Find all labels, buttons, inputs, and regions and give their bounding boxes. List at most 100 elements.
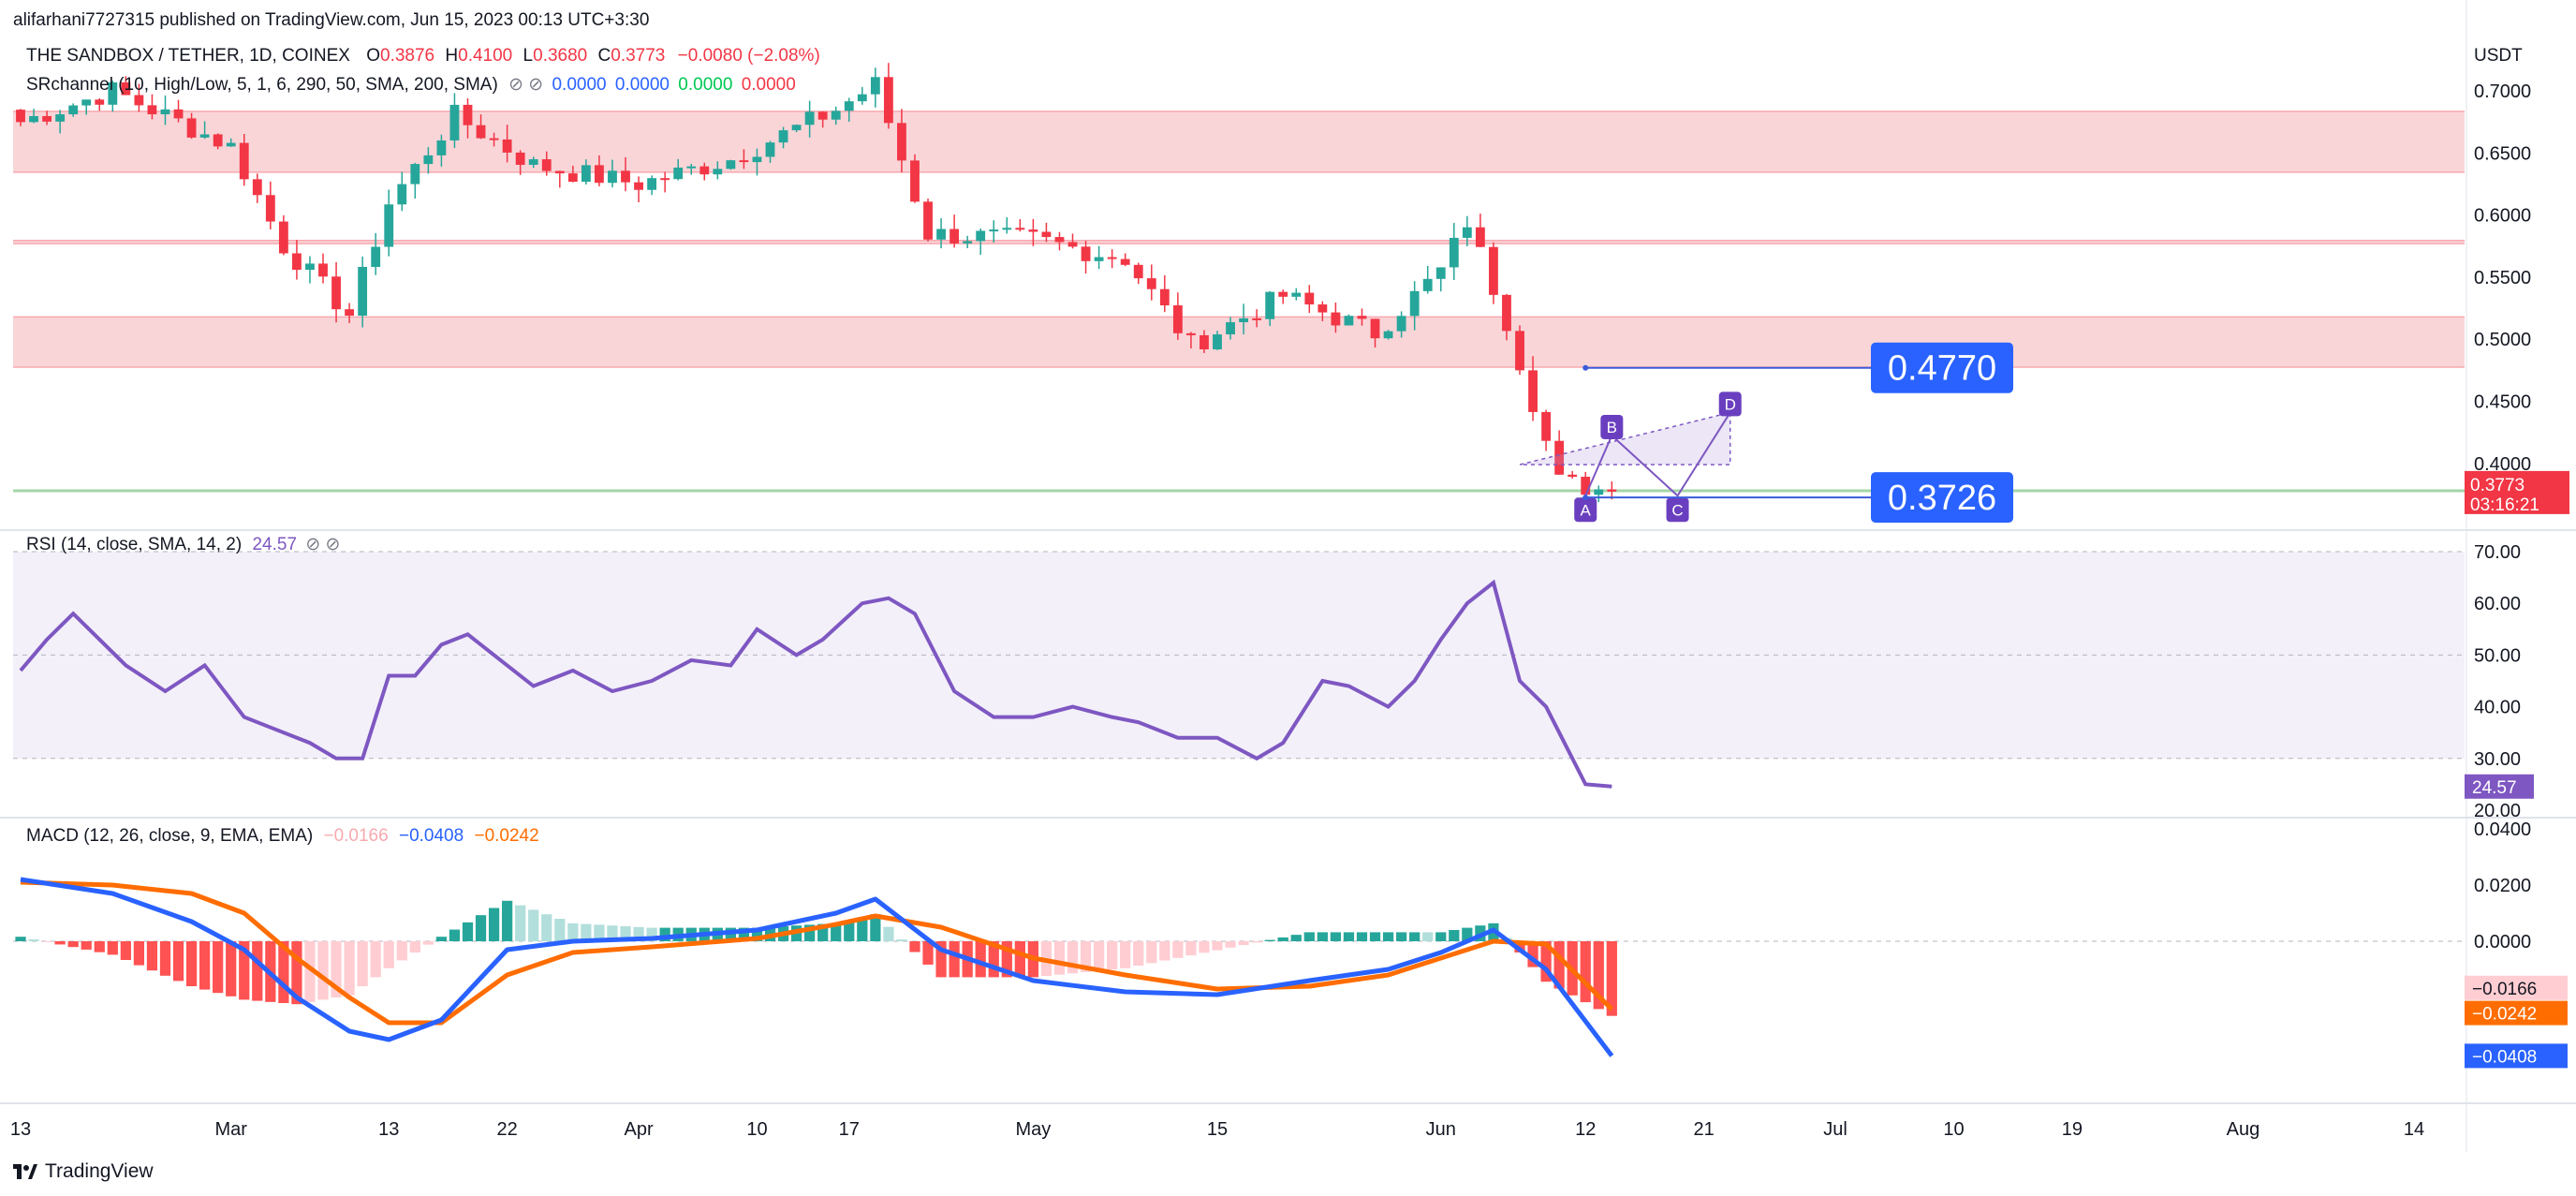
candle [1291, 292, 1302, 297]
candle [857, 94, 867, 102]
candle [1094, 257, 1104, 261]
candle [1028, 229, 1038, 232]
symbol-legend[interactable]: THE SANDBOX / TETHER, 1D, COINEX O0.3876… [26, 46, 820, 66]
time-tick-label: Jun [1426, 1119, 1456, 1140]
macd-histogram-bar [304, 941, 316, 1002]
macd-histogram-bar [1001, 941, 1012, 978]
macd-histogram-bar [620, 926, 631, 941]
macd-histogram-bar [159, 941, 171, 976]
resistance-zone [13, 240, 2465, 244]
last-price-badge [2465, 470, 2569, 514]
candle [765, 142, 775, 157]
rsi-value-badge [2465, 774, 2534, 799]
rsi-value: 24.57 [252, 535, 298, 554]
srchannel-value-2: 0.0000 [614, 75, 670, 95]
candle [502, 139, 512, 153]
hidden-icon[interactable]: ⊘ ⊘ [305, 535, 341, 554]
macd-histogram-bar [120, 941, 131, 960]
macd-histogram-bar [1290, 935, 1302, 941]
candle [463, 104, 473, 126]
candle [345, 309, 355, 317]
time-tick-label: 13 [10, 1119, 31, 1140]
candle [449, 104, 460, 140]
time-tick-label: 13 [378, 1119, 399, 1140]
hidden-icon[interactable]: ⊘ [528, 75, 544, 95]
candle [595, 165, 604, 184]
macd-histogram-bar [449, 929, 461, 941]
resistance-zone [13, 111, 2465, 172]
srchannel-value-3: 0.0000 [678, 75, 733, 95]
macd-histogram-bar [1553, 941, 1565, 989]
candle [1278, 291, 1288, 297]
rsi-legend[interactable]: RSI (14, close, SMA, 14, 2) 24.57 ⊘ ⊘ [26, 534, 340, 555]
time-tick-label: 17 [839, 1119, 860, 1140]
macd-value: −0.0408 [398, 826, 464, 846]
candle [1594, 489, 1604, 495]
candle [567, 173, 578, 183]
macd-histogram-bar [1462, 927, 1473, 941]
candle [870, 77, 880, 95]
macd-histogram-bar [949, 941, 960, 978]
candle [1515, 331, 1524, 371]
candle [1107, 257, 1117, 259]
candle [897, 123, 906, 161]
pattern-triangle [1519, 411, 1731, 465]
macd-histogram-bar [15, 937, 26, 941]
candle [1475, 227, 1485, 247]
candle [292, 253, 302, 271]
srchannel-legend[interactable]: SRchannel (10, High/Low, 5, 1, 6, 290, 5… [26, 74, 796, 96]
candle [1435, 267, 1446, 279]
pattern-path [1584, 411, 1731, 497]
macd-hist-value: −0.0166 [323, 826, 389, 846]
macd-histogram-bar [1277, 937, 1288, 941]
macd-histogram-bar [226, 941, 237, 997]
candle [883, 77, 893, 124]
candle [713, 169, 723, 175]
macd-histogram-bar [383, 941, 394, 968]
macd-histogram-bar [751, 927, 763, 941]
hidden-icon[interactable]: ⊘ [508, 75, 523, 95]
candle [1581, 477, 1591, 495]
macd-histogram-bar [239, 941, 250, 1000]
price-tick-label: 0.6500 [2474, 143, 2531, 164]
candle [1449, 237, 1459, 268]
time-tick-label: 21 [1694, 1119, 1715, 1140]
candle [1502, 294, 1511, 332]
macd-tick-label: 0.0000 [2474, 932, 2531, 952]
rsi-badge-label: 24.57 [2472, 778, 2517, 798]
tradingview-logo[interactable]: TradingView [13, 1160, 154, 1183]
macd-histogram-bar [896, 939, 907, 941]
macd-badge-label: −0.0242 [2472, 1005, 2537, 1025]
pattern-label-B: B [1607, 419, 1617, 436]
macd-histogram-bar [1264, 939, 1275, 941]
currency-label: USDT [2474, 46, 2523, 66]
macd-histogram-bar [94, 941, 105, 952]
callout-box [1871, 472, 2013, 524]
candle [423, 155, 434, 165]
macd-signal-line [20, 879, 1614, 1026]
macd-line [20, 877, 1614, 1057]
callout-value: 0.3726 [1888, 479, 1996, 518]
macd-histogram-bar [935, 941, 947, 978]
candle [1200, 334, 1209, 350]
ohlc-open-label: O [366, 46, 380, 66]
macd-tick-label: 0.0400 [2474, 819, 2531, 840]
candle [1159, 288, 1170, 306]
candle [1081, 246, 1091, 261]
macd-histogram-bar [422, 941, 434, 945]
price-tick-label: 0.6000 [2474, 206, 2531, 227]
macd-histogram-bar [1580, 941, 1591, 1003]
candle [1396, 316, 1406, 332]
candle [16, 110, 25, 123]
macd-histogram-bar [199, 941, 211, 990]
candle [831, 111, 841, 120]
macd-histogram-bar [1053, 941, 1066, 975]
macd-histogram-bar [488, 908, 500, 941]
macd-histogram-bar [370, 941, 381, 978]
candle [1015, 228, 1025, 230]
macd-histogram-bar [435, 937, 448, 941]
macd-legend[interactable]: MACD (12, 26, close, 9, EMA, EMA) −0.016… [26, 826, 539, 847]
candle [1568, 474, 1578, 478]
price-tick-label: 0.5000 [2474, 330, 2531, 350]
